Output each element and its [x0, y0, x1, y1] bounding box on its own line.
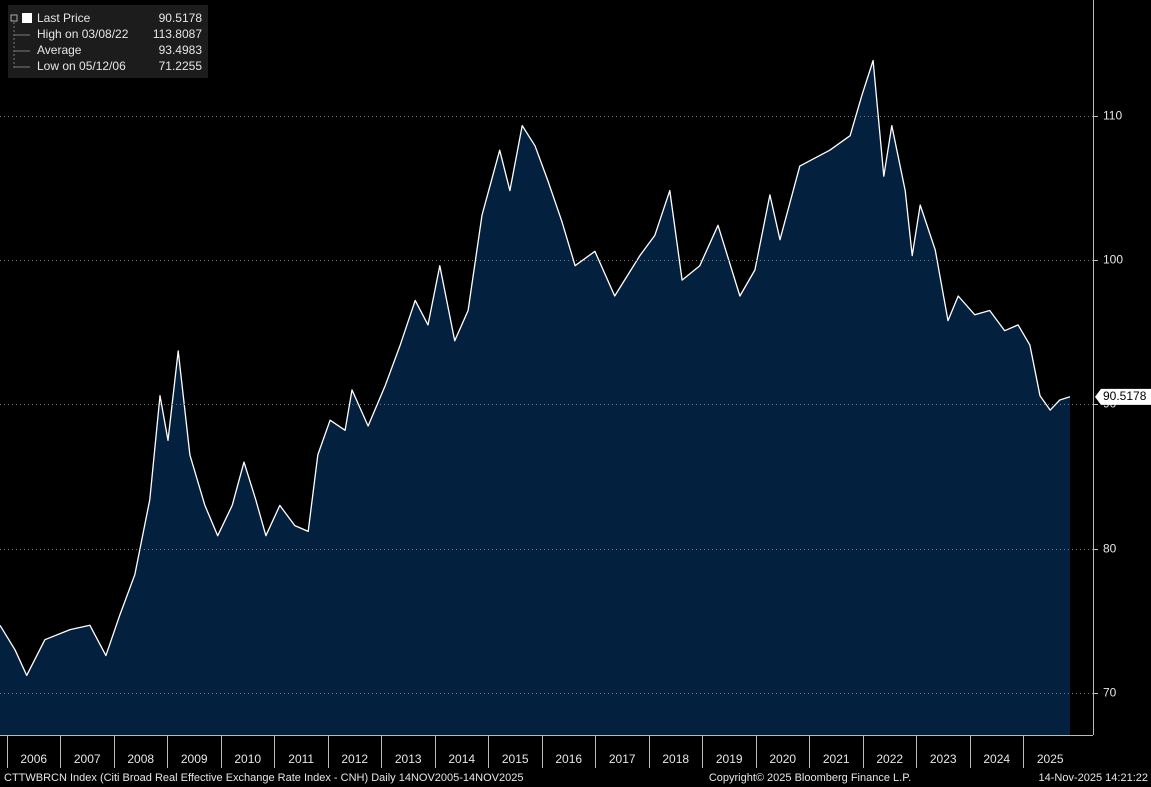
x-tick-label: 2009	[181, 752, 208, 766]
x-tick-label: 2021	[823, 752, 850, 766]
last-value-label: 90.5178	[1103, 389, 1147, 403]
legend-value: 93.4983	[159, 43, 203, 57]
x-tick-label: 2023	[930, 752, 957, 766]
last-value-box	[1095, 388, 1151, 405]
footer-left: CTTWBRCN Index (Citi Broad Real Effectiv…	[4, 772, 523, 784]
legend-label: High on 03/08/22	[37, 27, 129, 41]
legend-label: Average	[37, 43, 82, 57]
legend-value: 71.2255	[159, 59, 203, 73]
y-tick-label: 80	[1103, 542, 1117, 556]
y-tick-label: 70	[1103, 686, 1117, 700]
legend-label: Low on 05/12/06	[37, 59, 126, 73]
legend-box	[8, 5, 208, 78]
x-tick-label: 2013	[395, 752, 422, 766]
x-tick-label: 2025	[1037, 752, 1064, 766]
x-tick-label: 2017	[609, 752, 636, 766]
x-tick-label: 2016	[555, 752, 582, 766]
footer-right: 14-Nov-2025 14:21:22	[1039, 772, 1148, 784]
x-tick-label: 2019	[716, 752, 743, 766]
footer-center: Copyright© 2025 Bloomberg Finance L.P.	[709, 772, 911, 784]
x-tick-label: 2012	[341, 752, 368, 766]
y-tick-label: 100	[1103, 253, 1123, 267]
x-tick-label: 2022	[876, 752, 903, 766]
legend-value: 90.5178	[159, 11, 203, 25]
legend-value: 113.8087	[153, 27, 202, 41]
x-tick-label: 2024	[983, 752, 1010, 766]
x-tick-label: 2007	[74, 752, 101, 766]
plot-area	[0, 59, 1093, 735]
x-tick-label: 2010	[234, 752, 261, 766]
area	[0, 60, 1070, 735]
legend-label: Last Price	[37, 11, 91, 25]
x-tick-label: 2006	[20, 752, 47, 766]
x-tick-label: 2014	[448, 752, 475, 766]
legend-toggle	[10, 14, 18, 22]
line	[0, 59, 1071, 677]
x-tick-label: 2011	[288, 752, 314, 766]
x-tick-label: 2015	[502, 752, 529, 766]
x-tick-label: 2018	[662, 752, 689, 766]
x-tick-label: 2020	[769, 752, 796, 766]
x-tick-label: 2008	[127, 752, 154, 766]
y-tick-label: 110	[1103, 109, 1122, 123]
legend-swatch	[22, 13, 32, 23]
